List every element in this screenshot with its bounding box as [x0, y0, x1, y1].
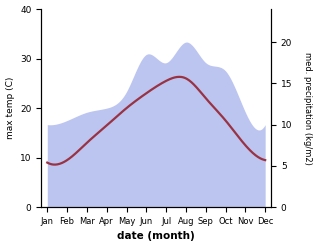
Y-axis label: med. precipitation (kg/m2): med. precipitation (kg/m2)	[303, 52, 313, 165]
X-axis label: date (month): date (month)	[117, 231, 195, 242]
Y-axis label: max temp (C): max temp (C)	[5, 77, 15, 139]
